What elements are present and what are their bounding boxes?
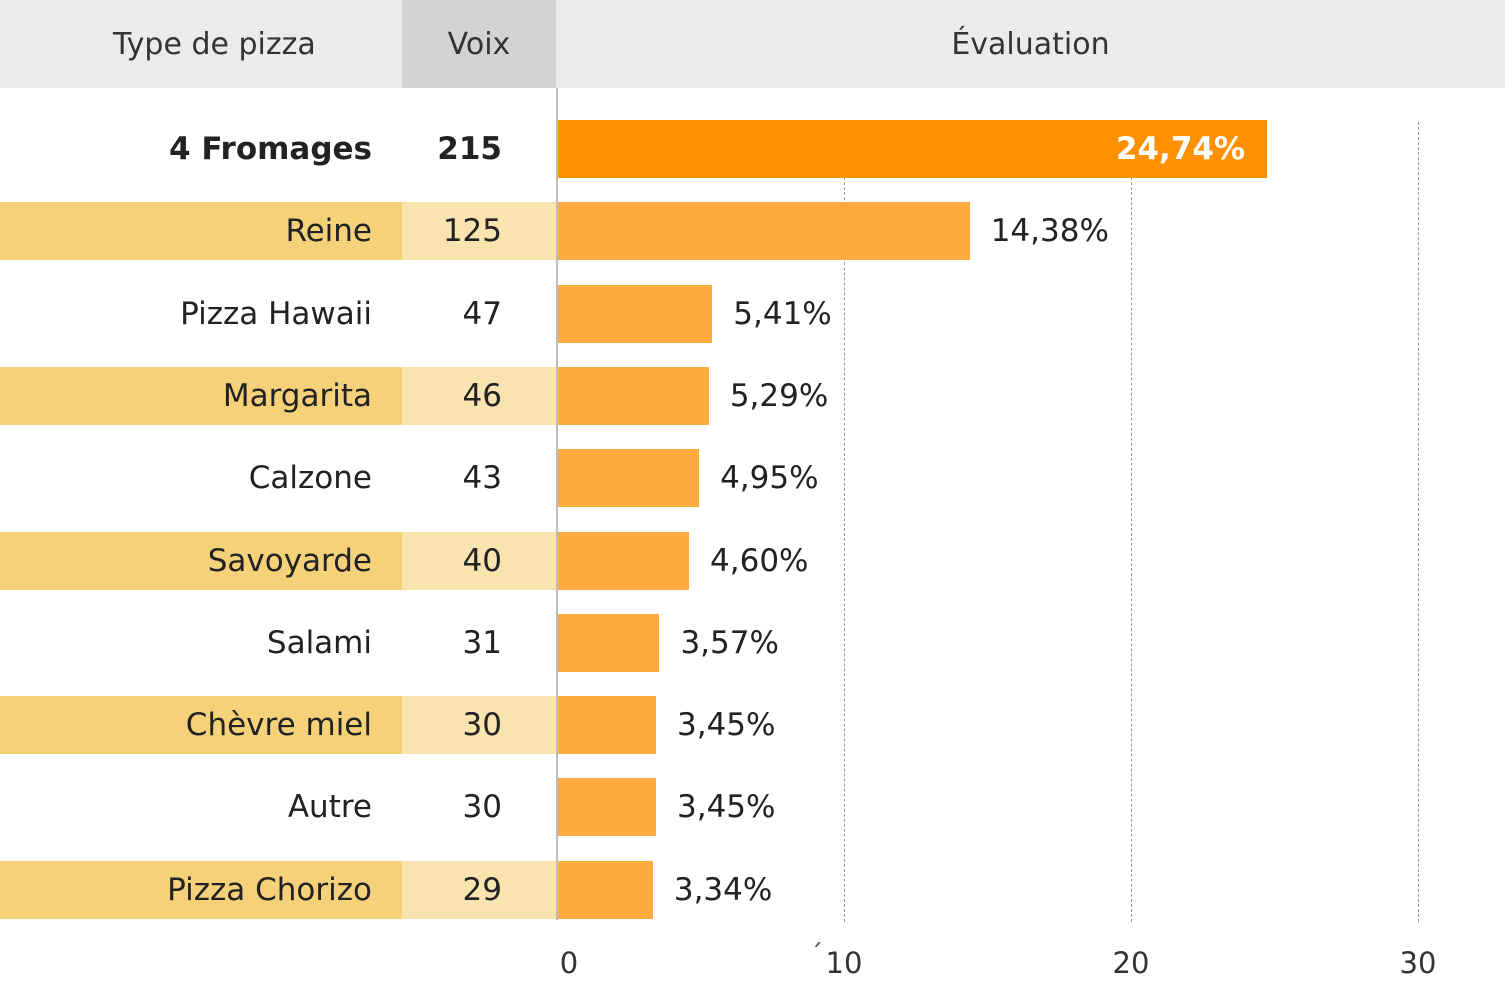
bar: [557, 120, 1268, 178]
header-type: Type de pizza: [0, 0, 402, 88]
row-stripe-votes: [402, 202, 556, 261]
row-stripe-votes: [402, 531, 556, 590]
category-label: Margarita: [222, 377, 372, 414]
row-stripe-type: [0, 531, 402, 590]
category-label: Reine: [285, 213, 372, 250]
votes-value: 43: [462, 460, 502, 497]
x-tick-label: 10: [825, 946, 863, 980]
bar: [557, 613, 660, 672]
x-tick-label: 30: [1399, 946, 1437, 980]
gridline-20: [1131, 122, 1132, 922]
bar: [557, 366, 709, 425]
row-stripe-type: [0, 860, 402, 919]
stray-mark: ´: [810, 940, 823, 970]
row-stripe-votes: [402, 366, 556, 425]
row-stripe-type: [0, 366, 402, 425]
votes-value: 29: [462, 871, 502, 908]
bar-value-label: 3,45%: [677, 789, 776, 826]
row-stripe-type: [0, 696, 402, 755]
category-label: Savoyarde: [207, 542, 372, 579]
gridline-10: [844, 122, 845, 922]
votes-value: 47: [462, 295, 502, 332]
category-label: Salami: [266, 624, 372, 661]
bar-value-label: 3,34%: [673, 871, 773, 908]
votes-value: 30: [462, 789, 502, 826]
x-tick-label: 0: [559, 946, 579, 980]
votes-value: 40: [462, 542, 502, 579]
bar-value-label: 4,60%: [710, 542, 809, 579]
bar-value-label: 3,45%: [677, 707, 776, 744]
bar-value-label: 14,38%: [990, 213, 1109, 250]
header-votes: Voix: [402, 0, 556, 88]
votes-value: 30: [462, 707, 502, 744]
y-axis-line: [556, 88, 558, 920]
category-label: 4 Fromages: [168, 131, 372, 167]
category-label: Pizza Chorizo: [167, 871, 372, 908]
votes-value: 215: [437, 131, 502, 167]
bar: [557, 778, 656, 837]
bar-value-label: 24,74%: [1115, 131, 1246, 167]
category-label: Pizza Hawaii: [180, 295, 372, 332]
row-stripe-votes: [402, 696, 556, 755]
bar: [557, 696, 656, 755]
bar-value-label: 5,29%: [729, 377, 829, 414]
category-label: Calzone: [248, 460, 372, 497]
bar: [557, 449, 700, 508]
bar-value-label: 4,95%: [720, 460, 819, 497]
bar-value-label: 3,57%: [680, 624, 779, 661]
votes-value: 31: [462, 624, 502, 661]
row-stripe-votes: [402, 860, 556, 919]
bar: [557, 284, 713, 343]
bar: [557, 860, 653, 919]
x-tick-label: 20: [1112, 946, 1150, 980]
votes-value: 125: [442, 213, 502, 250]
row-stripe-type: [0, 202, 402, 261]
category-label: Chèvre miel: [185, 707, 372, 744]
bar: [557, 202, 970, 261]
bar-value-label: 5,41%: [733, 295, 832, 332]
header-evaluation: Évaluation: [556, 0, 1505, 88]
bar: [557, 531, 690, 590]
gridline-30: [1418, 122, 1419, 922]
category-label: Autre: [287, 789, 372, 826]
votes-value: 46: [462, 377, 502, 414]
